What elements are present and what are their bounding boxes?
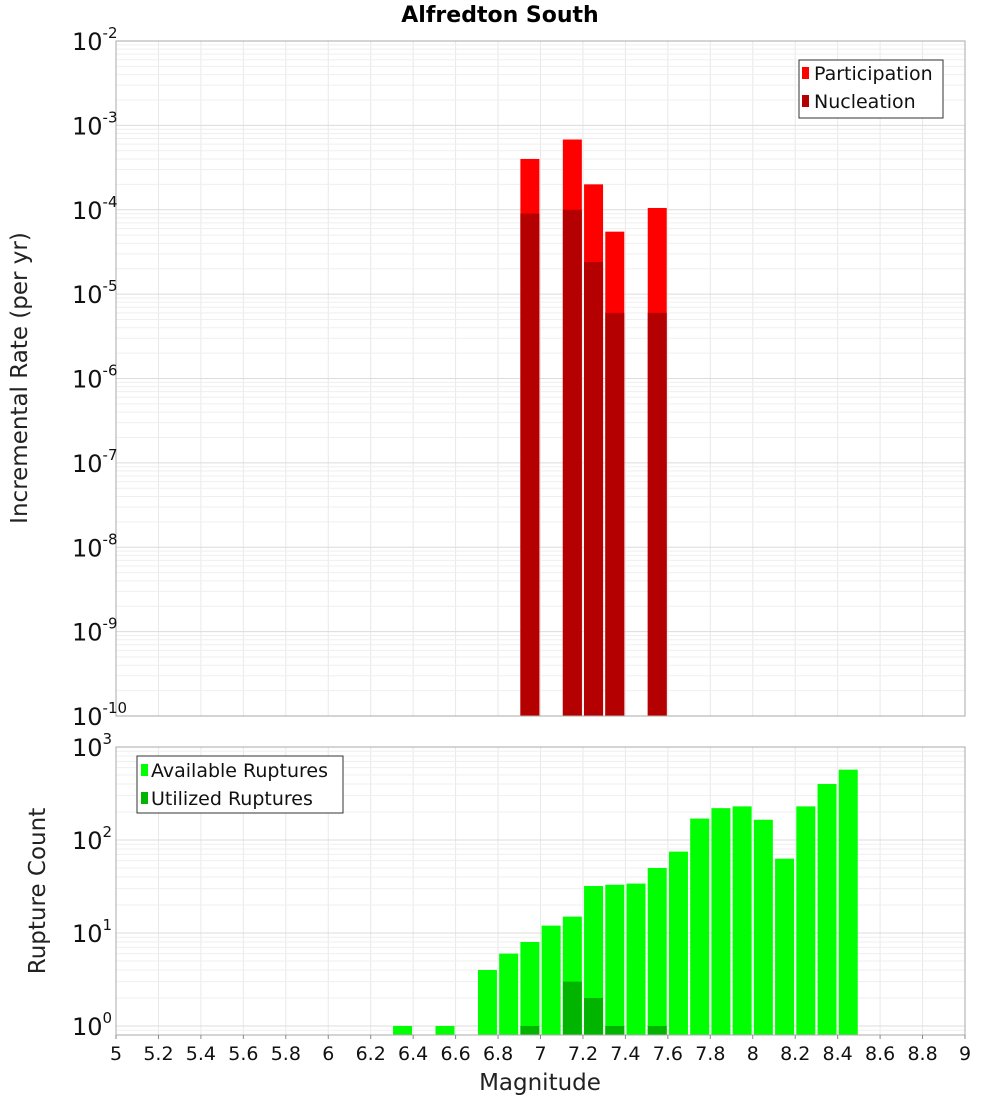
bar-available-ruptures-m7-05 [541,925,561,1035]
top-y-tick-label: 10-10 [72,699,127,731]
x-tick-label: 5.2 [143,1043,173,1065]
bar-available-ruptures-m6-55 [435,1025,455,1035]
bar-available-ruptures-m7-85 [711,808,731,1035]
legend-swatch-participation [802,67,809,79]
bar-available-ruptures-m6-75 [477,970,497,1035]
legend-swatch-utilized-ruptures [141,792,148,804]
x-tick-label: 5.6 [228,1043,258,1065]
bar-available-ruptures-m7-45 [626,883,646,1035]
legend-label-available-ruptures: Available Ruptures [151,760,328,782]
x-tick-label: 8.6 [865,1043,895,1065]
legend-swatch-available-ruptures [141,764,148,776]
bottom-y-tick-label: 102 [72,823,112,855]
bar-available-ruptures-m8-25 [796,806,816,1035]
legend-swatch-nucleation [802,95,809,107]
legend-label-participation: Participation [814,63,933,85]
top-legend: Participation Nucleation [798,59,944,119]
legend-label-nucleation: Nucleation [814,91,916,113]
top-y-tick-label: 10-6 [72,362,118,394]
x-tick-label: 8.8 [907,1043,937,1065]
x-tick-label: 7.2 [568,1043,598,1065]
bar-available-ruptures-m8-05 [753,819,773,1035]
x-tick-label: 5.4 [186,1043,216,1065]
top-y-tick-label: 10-3 [72,108,118,140]
x-tick-label: 7.4 [610,1043,640,1065]
x-tick-label: 8 [747,1043,759,1065]
bar-nucleation-m7-35 [605,312,625,716]
x-axis-label: Magnitude [479,1070,601,1096]
top-y-tick-label: 10-2 [72,24,118,56]
bar-available-ruptures-m7-55 [647,867,667,1035]
bar-utilized-ruptures-m7-35 [605,1025,625,1035]
x-tick-label: 6.6 [440,1043,470,1065]
bar-available-ruptures-m7-25 [584,886,604,1035]
top-y-tick-label: 10-4 [72,193,118,225]
bar-available-ruptures-m8-15 [775,858,795,1035]
top-plot-frame [115,40,966,717]
bar-available-ruptures-m6-85 [499,953,519,1035]
top-plot-bars [520,139,667,717]
x-tick-label: 7 [534,1043,546,1065]
bar-available-ruptures-m6-35 [393,1025,413,1035]
bar-available-ruptures-m7-35 [605,884,625,1035]
bottom-y-axis-label: Rupture Count [25,808,51,974]
top-y-tick-label: 10-9 [72,615,118,647]
top-y-axis-label: Incremental Rate (per yr) [7,232,33,524]
bar-available-ruptures-m7-65 [668,851,688,1035]
bottom-y-tick-label: 100 [72,1009,112,1041]
bar-utilized-ruptures-m7-25 [584,997,604,1035]
x-tick-label: 8.2 [780,1043,810,1065]
bar-available-ruptures-m6-95 [520,942,540,1035]
x-tick-label: 6.4 [398,1043,428,1065]
x-tick-label: 5.8 [271,1043,301,1065]
x-tick-label: 6 [322,1043,334,1065]
x-tick-labels: 5 5.2 5.4 5.6 5.8 6 6.2 6.4 6.6 6.8 7 7.2 7.4 7.6 7.8 8… [110,1035,971,1065]
top-y-tick-label: 10-8 [72,530,118,562]
bar-available-ruptures-m7-95 [732,806,752,1035]
x-tick-label: 6.8 [483,1043,513,1065]
x-tick-label: 6.2 [356,1043,386,1065]
bar-utilized-ruptures-m6-95 [520,1025,540,1035]
bar-available-ruptures-m8-35 [817,784,837,1035]
bottom-plot-bars [393,769,858,1035]
bottom-legend-box [136,755,344,814]
legend-label-utilized-ruptures: Utilized Ruptures [151,788,313,810]
top-plot-grid [115,40,966,717]
x-tick-label: 5 [110,1043,122,1065]
bottom-legend: Available Ruptures Utilized Ruptures [136,755,344,814]
bar-utilized-ruptures-m7-15 [562,981,582,1035]
x-tick-label: 7.6 [653,1043,683,1065]
bar-available-ruptures-m7-75 [690,818,710,1035]
bar-nucleation-m7-15 [562,209,582,716]
bar-utilized-ruptures-m7-55 [647,1025,667,1035]
top-y-tick-label: 10-7 [72,446,118,478]
top-legend-box [798,59,944,119]
bar-available-ruptures-m8-45 [838,769,858,1035]
bottom-y-tick-label: 103 [72,730,112,762]
bar-nucleation-m7-25 [584,262,604,716]
top-y-tick-labels: 10-10 10-9 10-8 10-7 10-6 10-5 10-4 10-3 10-2 [72,24,127,731]
bar-nucleation-m6-95 [520,213,540,717]
bar-nucleation-m7-55 [647,312,667,716]
bottom-y-tick-label: 101 [72,916,112,948]
x-tick-label: 9 [959,1043,971,1065]
x-tick-label: 8.4 [823,1043,853,1065]
top-y-tick-label: 10-5 [72,277,118,309]
chart-title: Alfredton South [401,3,598,28]
x-tick-label: 7.8 [695,1043,725,1065]
bottom-y-tick-labels: 100 101 102 103 [72,730,112,1041]
